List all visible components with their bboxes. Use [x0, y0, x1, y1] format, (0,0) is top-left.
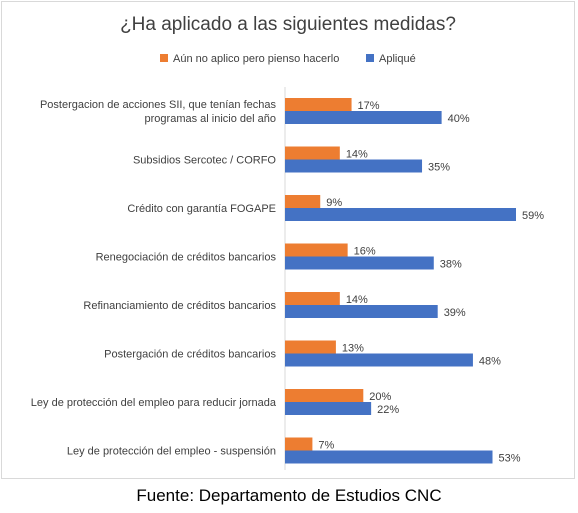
bar-aplique-6	[285, 402, 372, 415]
bar-aplique-4	[285, 305, 438, 318]
source-note: Fuente: Departamento de Estudios CNC	[136, 486, 442, 505]
data-label-pienso-3: 16%	[354, 246, 376, 258]
data-label-pienso-1: 14%	[346, 149, 368, 161]
category-label-6: Ley de protección del empleo para reduci…	[31, 397, 277, 409]
legend-swatch-1	[366, 54, 374, 62]
data-label-pienso-6: 20%	[369, 391, 391, 403]
category-label-2: Crédito con garantía FOGAPE	[127, 203, 276, 215]
category-label-1: Subsidios Sercotec / CORFO	[133, 155, 276, 167]
bar-aplique-7	[285, 450, 493, 464]
data-label-aplique-3: 38%	[440, 259, 462, 271]
bar-pienso-6	[285, 389, 364, 402]
bar-pienso-1	[285, 146, 340, 160]
data-label-aplique-6: 22%	[377, 404, 399, 416]
legend-label-0: Aún no aplico pero pienso hacerlo	[173, 53, 339, 65]
category-label-7: Ley de protección del empleo - suspensió…	[67, 446, 276, 458]
data-label-pienso-2: 9%	[326, 197, 342, 209]
data-label-pienso-0: 17%	[358, 100, 380, 112]
bar-aplique-2	[285, 208, 516, 221]
data-label-pienso-4: 14%	[346, 294, 368, 306]
data-labels: 17% 40% 14% 35% 9% 59% 16% 38% 14% 39% 13% 48% 20%22…	[318, 100, 544, 465]
data-label-aplique-5: 48%	[479, 356, 501, 368]
bars	[285, 98, 516, 464]
data-label-aplique-1: 35%	[428, 162, 450, 174]
legend: Aún no aplico pero pienso hacerlo Apliqué	[160, 53, 416, 65]
bar-aplique-1	[285, 159, 423, 173]
bar-pienso-0	[285, 98, 352, 111]
data-label-pienso-7: 7%	[318, 440, 334, 452]
data-label-pienso-5: 13%	[342, 343, 364, 355]
bar-pienso-2	[285, 195, 321, 208]
bar-pienso-3	[285, 243, 348, 257]
category-label-4: Refinanciamiento de créditos bancarios	[83, 300, 276, 312]
bar-pienso-7	[285, 437, 313, 451]
category-label-5: Postergación de créditos bancarios	[104, 349, 276, 361]
data-label-aplique-4: 39%	[444, 307, 466, 319]
data-label-aplique-2: 59%	[522, 210, 544, 222]
legend-label-1: Apliqué	[379, 53, 416, 65]
data-label-aplique-0: 40%	[448, 113, 470, 125]
bar-aplique-0	[285, 111, 442, 124]
bar-pienso-5	[285, 340, 336, 354]
bar-aplique-3	[285, 256, 434, 270]
bar-pienso-4	[285, 292, 340, 305]
data-label-aplique-7: 53%	[499, 453, 521, 465]
category-labels: Postergacion de acciones SII, que tenían…	[31, 99, 277, 458]
category-label-0-line-1: programas al inicio del año	[145, 113, 276, 125]
legend-swatch-0	[160, 54, 168, 62]
category-label-0-line-0: Postergacion de acciones SII, que tenían…	[40, 99, 277, 111]
bar-chart: ¿Ha aplicado a las siguientes medidas? A…	[31, 14, 544, 470]
bar-aplique-5	[285, 353, 473, 367]
chart-title: ¿Ha aplicado a las siguientes medidas?	[120, 14, 456, 35]
category-label-3: Renegociación de créditos bancarios	[96, 252, 277, 264]
